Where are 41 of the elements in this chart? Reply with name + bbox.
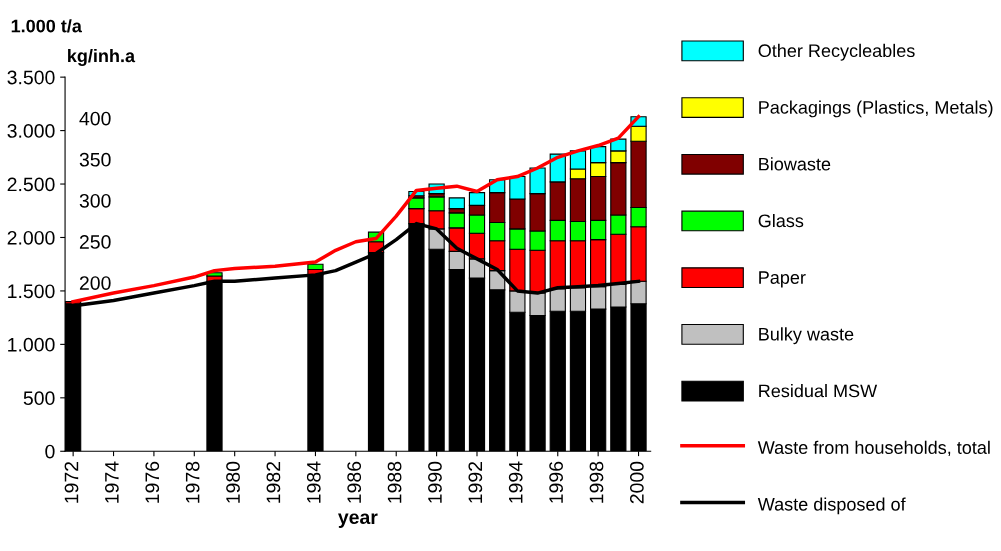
legend-label: Biowaste [759, 157, 831, 171]
y2-tick-label: 300 [79, 193, 111, 208]
y-tick-label: 2.500 [7, 177, 55, 192]
y2-axis-title: kg/inh.a [68, 49, 136, 66]
y-tick-label: 1.500 [8, 284, 55, 299]
x-tick-label: 1974 [104, 461, 119, 503]
y2-tick-label: 350 [79, 152, 111, 167]
x-tick-label: 1996 [549, 461, 563, 503]
legend-label: Waste disposed of [757, 497, 906, 515]
x-tick-label: 1992 [468, 461, 483, 503]
x-tick-label: 1982 [266, 461, 281, 503]
y-tick-label: 3.500 [7, 70, 55, 85]
y-tick-label: 500 [23, 391, 55, 406]
bar [448, 197, 465, 210]
x-tick-label: 1972 [64, 461, 79, 503]
x-tick-label: 2000 [629, 461, 644, 504]
x-tick-label: 1986 [347, 461, 362, 503]
x-axis-title: year [338, 513, 378, 528]
y-tick-label: 2.000 [7, 230, 55, 245]
x-tick-label: 1978 [185, 461, 200, 503]
legend-label: Residual MSW [759, 384, 878, 398]
legend-label: Paper [759, 271, 806, 288]
y-tick-label: 0 [45, 444, 55, 459]
x-tick-label: 1984 [306, 461, 321, 503]
legend-label: Waste from households, total [757, 440, 990, 457]
y-tick-label: 1.000 [8, 337, 55, 352]
legend-label: Other Recycleables [758, 43, 915, 61]
x-tick-label: 1998 [589, 461, 604, 503]
legend-label: Glass [758, 213, 804, 228]
y2-tick-label: 400 [79, 111, 111, 126]
y-tick-label: 3.000 [7, 124, 55, 138]
y2-tick-label: 200 [79, 276, 111, 290]
y-axis-title: 1.000 t/a [11, 19, 82, 33]
x-tick-label: 1988 [387, 461, 402, 503]
x-tick-label: 1994 [508, 461, 523, 503]
x-tick-label: 1990 [428, 461, 442, 503]
x-tick-label: 1976 [145, 461, 160, 503]
legend-label: Packagings (Plastics, Metals) [759, 100, 993, 118]
legend-label: Bulky waste [759, 327, 854, 345]
x-tick-label: 1980 [226, 461, 240, 503]
y2-tick-label: 250 [79, 235, 111, 249]
